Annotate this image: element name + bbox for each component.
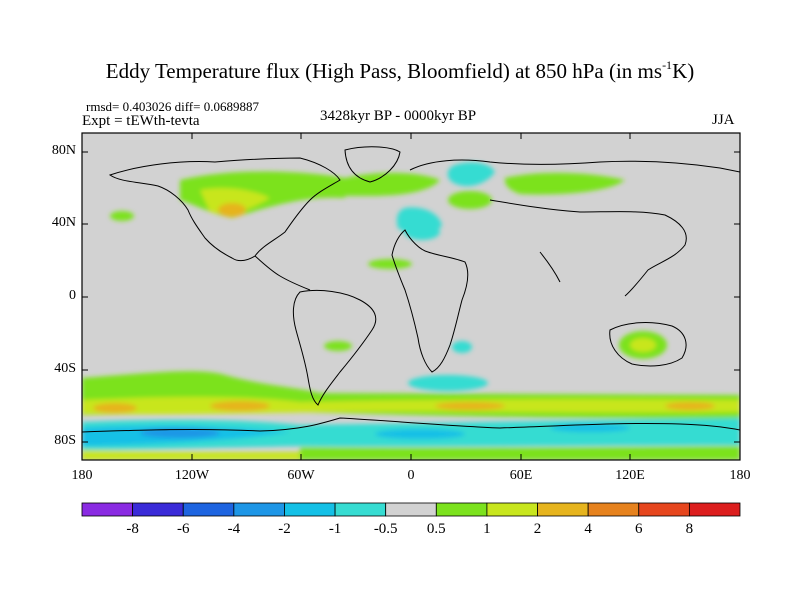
colorbar-tick-label: -4 — [227, 521, 241, 537]
anomaly-region — [218, 203, 246, 217]
anomaly-region — [300, 446, 740, 460]
colorbar-tick-label: 0.5 — [426, 521, 446, 537]
lon-tick-label: 180 — [71, 468, 93, 483]
lon-tick-label: 60E — [509, 468, 533, 483]
coastlines — [82, 146, 740, 433]
anomaly-region — [504, 172, 625, 195]
lat-tick-label: 0 — [69, 288, 76, 303]
colorbar-swatch — [233, 502, 285, 517]
colorbar-swatch — [688, 502, 741, 517]
anomaly-region — [368, 259, 412, 269]
colorbar-tick-label: -8 — [126, 521, 139, 537]
colorbar-tick-label: 2 — [533, 521, 542, 537]
anomaly-region — [200, 187, 270, 215]
colorbar-swatch — [435, 502, 488, 517]
anomaly-region — [404, 224, 440, 240]
lat-ticks — [82, 151, 740, 443]
colorbar-swatch — [385, 502, 437, 517]
period-label: 3428kyr BP - 0000kyr BP — [320, 108, 477, 124]
colorbar-swatch — [334, 502, 387, 517]
colorbar — [81, 502, 741, 517]
colorbar-swatch — [182, 502, 235, 517]
lon-ticks — [81, 133, 741, 460]
colorbar-tick-label: 4 — [584, 521, 592, 537]
lat-tick-label: 80N — [51, 143, 76, 158]
lon-tick-label: 180 — [729, 468, 751, 483]
anomaly-region — [140, 428, 220, 438]
experiment-label: Expt = tEWth-tevta — [82, 113, 200, 129]
anomaly-region — [345, 172, 440, 196]
anomaly-region — [93, 403, 137, 413]
anomaly-region — [408, 375, 488, 391]
lat-tick-label: 40N — [51, 215, 76, 230]
anomaly-region — [447, 162, 495, 187]
colorbar-tick-label: -0.5 — [373, 521, 398, 537]
anomaly-region — [452, 341, 472, 353]
plot-title: Eddy Temperature flux (High Pass, Bloomf… — [105, 58, 695, 83]
colorbar-tick-label: 1 — [483, 521, 491, 537]
lon-tick-label: 120E — [615, 468, 645, 483]
colorbar-swatch — [132, 502, 184, 517]
anomaly-region — [630, 338, 656, 352]
colorbar-swatch — [587, 502, 640, 517]
season-label: JJA — [712, 112, 735, 128]
anomaly-region — [665, 402, 715, 410]
lat-tick-label: 80S — [54, 433, 76, 448]
lon-tick-label: 0 — [407, 468, 415, 483]
anomaly-region — [110, 211, 134, 221]
colorbar-swatch — [486, 502, 538, 517]
lat-tick-label: 40S — [54, 361, 76, 376]
colorbar-tick-label: -2 — [278, 521, 291, 537]
colorbar-swatch — [638, 502, 690, 517]
anomaly-region — [82, 450, 300, 460]
anomaly-region — [210, 401, 270, 411]
colorbar-tick-label: -6 — [176, 521, 190, 537]
colorbar-tick-label: 6 — [635, 521, 643, 537]
stats-label: rmsd= 0.403026 diff= 0.0689887 — [86, 99, 259, 114]
anomaly-region — [435, 402, 505, 410]
lon-tick-label: 60W — [287, 468, 315, 483]
colorbar-swatch — [284, 502, 336, 517]
anomaly-region — [375, 429, 465, 439]
colorbar-tick-label: 8 — [685, 521, 694, 537]
colorbar-swatch — [537, 502, 589, 517]
colorbar-tick-label: -1 — [328, 521, 342, 537]
anomaly-region — [448, 191, 492, 209]
colorbar-swatch — [81, 502, 134, 517]
lon-tick-label: 120W — [174, 468, 210, 483]
anomaly-region — [550, 424, 630, 432]
anomaly-region — [324, 341, 352, 351]
